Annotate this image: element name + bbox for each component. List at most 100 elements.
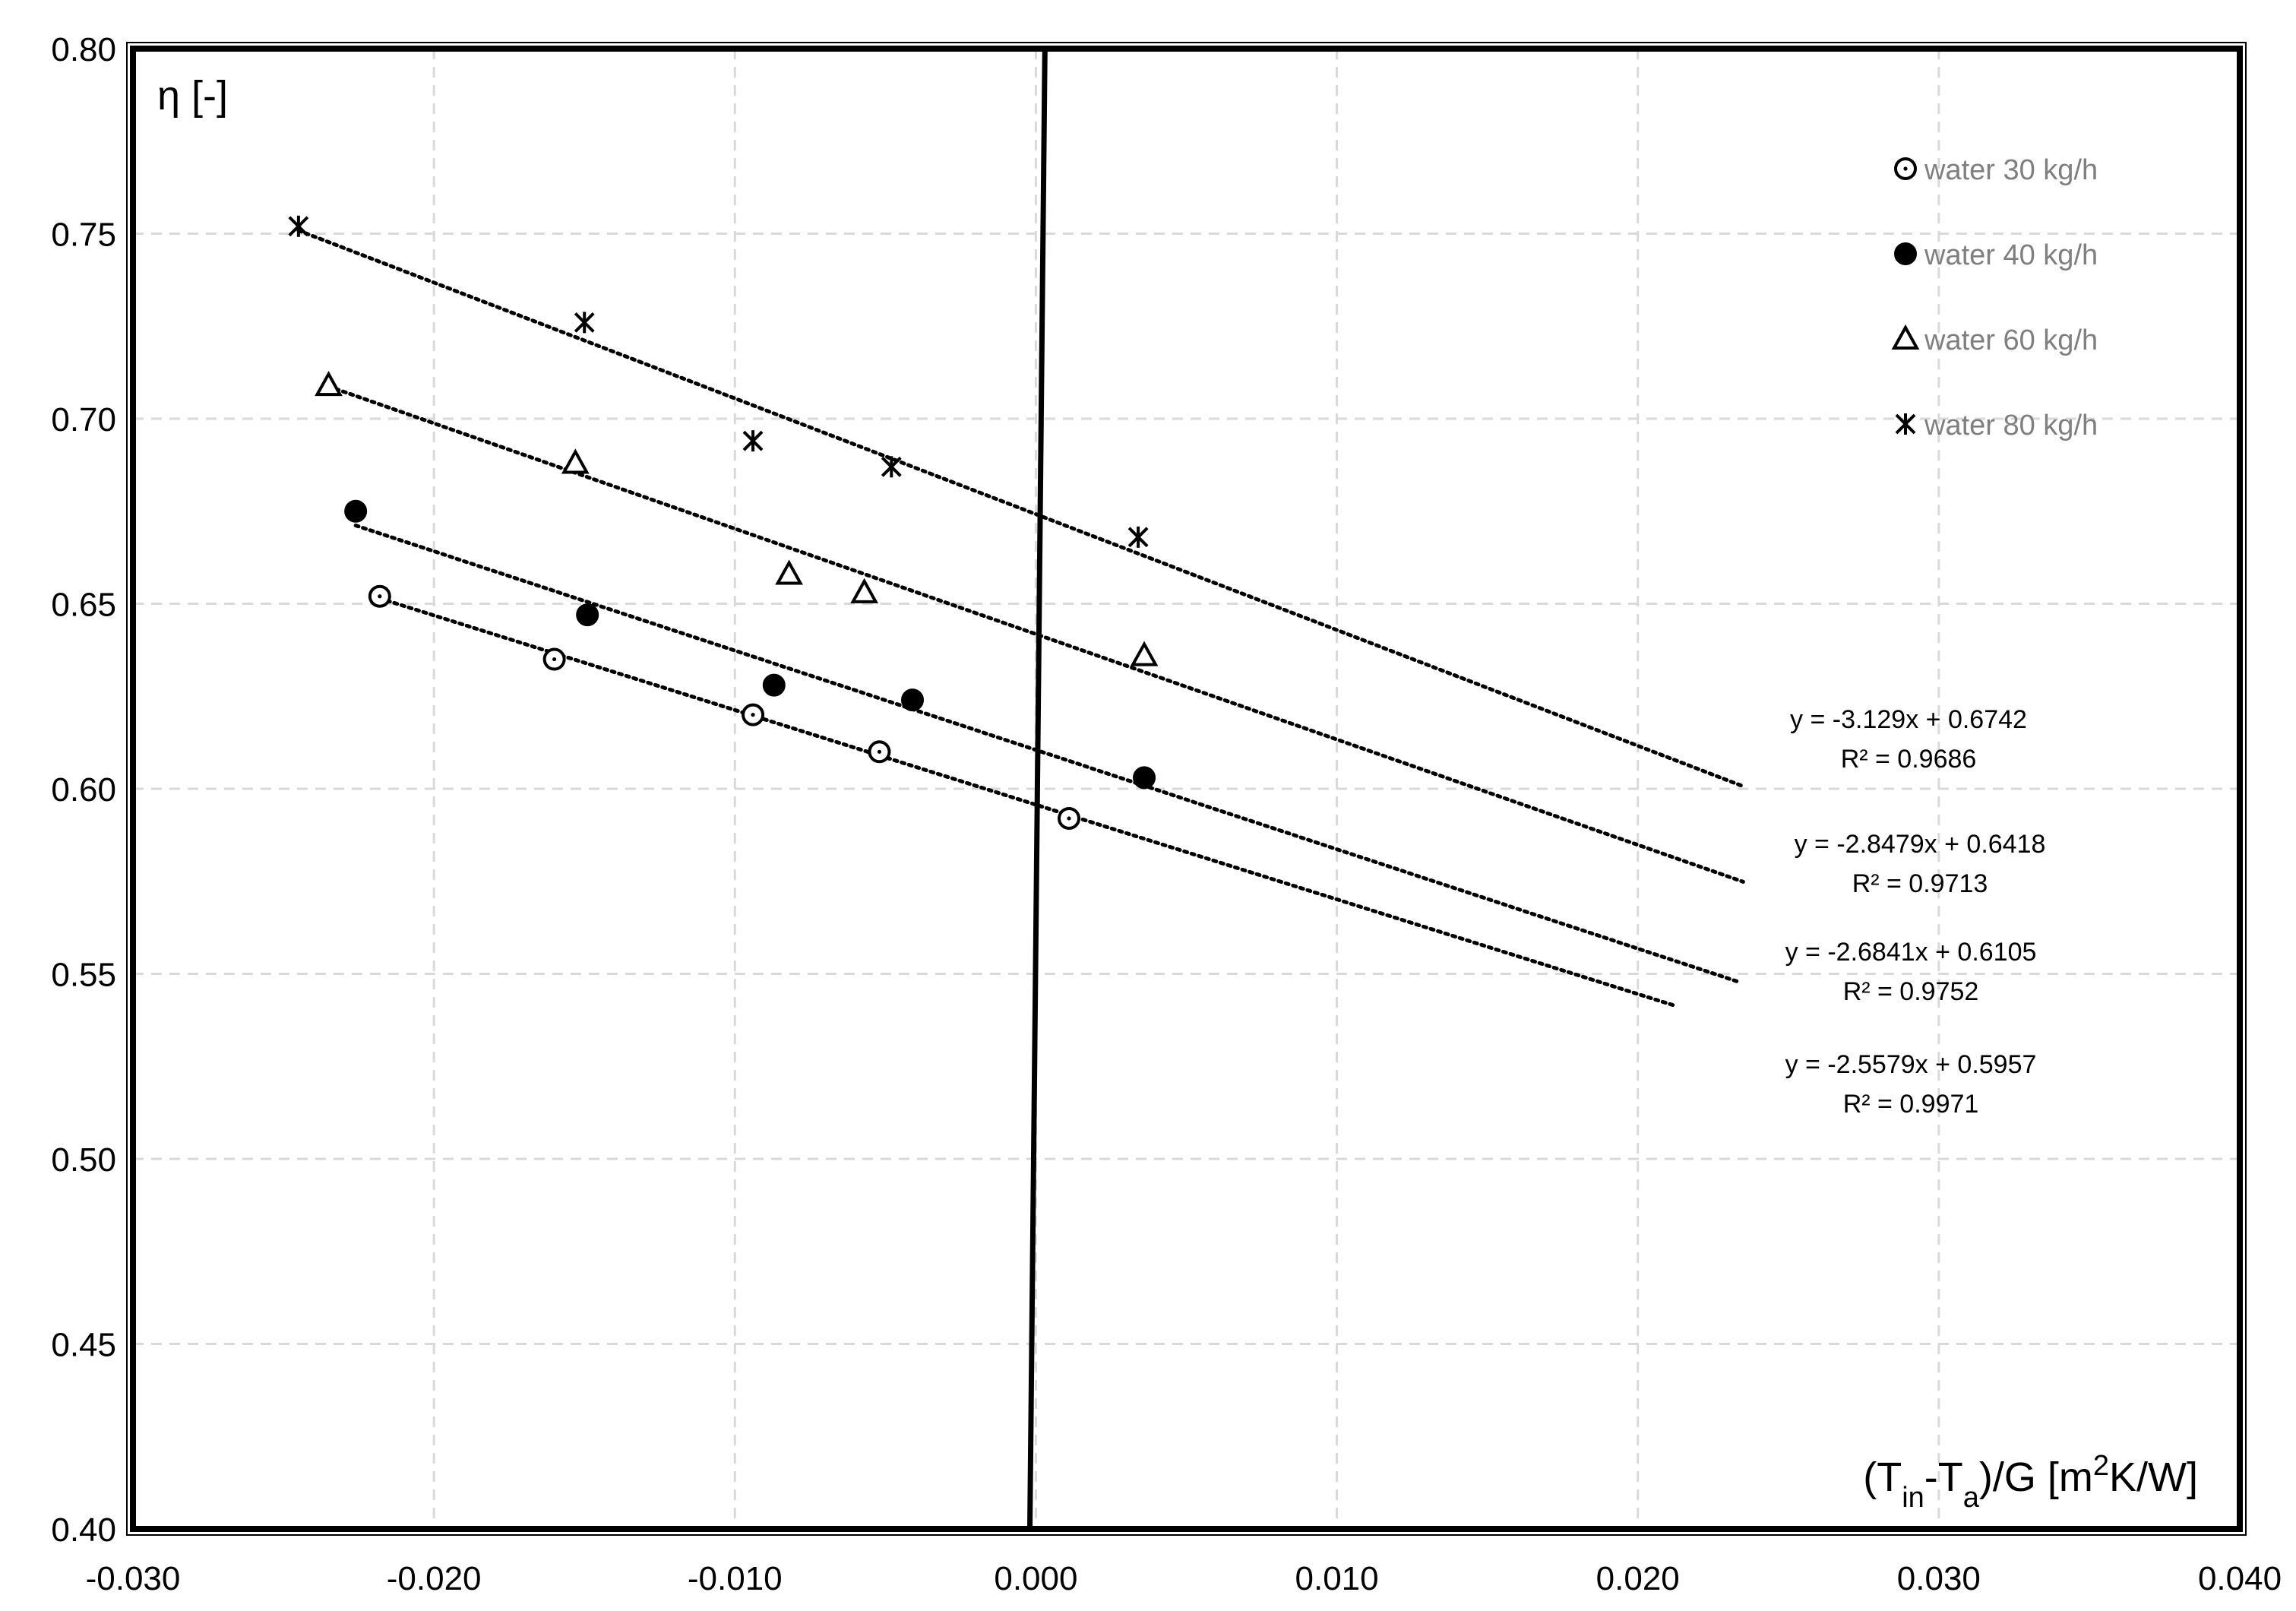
data-point [1058, 806, 1081, 830]
legend-entry: water 30 kg/h [1894, 154, 2098, 186]
data-point [315, 371, 343, 397]
x-tick-label: 0.030 [1897, 1560, 1981, 1597]
equation-label: y = -3.129x + 0.6742 [1790, 705, 2027, 734]
trendline-equation: y = -2.8479x + 0.6418 R² = 0.9713 [1795, 830, 2046, 898]
marker-dot [1903, 166, 1908, 171]
legend-marker [1894, 157, 1917, 180]
y-tick-label: 0.45 [51, 1327, 116, 1364]
marker-triangle [561, 448, 590, 474]
x-axis-title-superscript: 2 [2093, 1450, 2109, 1482]
trendline [296, 228, 1745, 789]
y-tick-label: 0.70 [51, 401, 116, 438]
marker-dot [378, 594, 382, 599]
r-squared-label: R² = 0.9686 [1841, 745, 1977, 774]
y-tick-label: 0.75 [51, 217, 116, 254]
marker-circle [762, 673, 786, 697]
data-point [850, 578, 879, 603]
x-tick-label: -0.010 [688, 1560, 783, 1597]
r-squared-label: R² = 0.9713 [1852, 869, 1988, 898]
marker-dot [877, 749, 882, 754]
plot-frame [130, 46, 2243, 1532]
legend-entry: water 60 kg/h [1891, 324, 2098, 356]
legend-entry: water 40 kg/h [1894, 239, 2098, 271]
legend-entry: water 80 kg/h [1895, 410, 2098, 442]
data-point [742, 430, 764, 452]
equation-label: y = -2.6841x + 0.6105 [1785, 938, 2037, 967]
marker-dot [1067, 816, 1071, 821]
marker-dot [751, 713, 755, 717]
x-tick-label: 0.000 [994, 1560, 1077, 1597]
marker-triangle [850, 578, 879, 603]
data-point [762, 673, 786, 697]
legend-label: water 30 kg/h [1924, 154, 2098, 186]
marker-circle [1133, 766, 1156, 790]
trendline-layer [296, 228, 1745, 1008]
x-axis-title-part: K/W] [2109, 1454, 2198, 1500]
marker-triangle [315, 371, 343, 397]
data-point [775, 559, 803, 585]
data-point [288, 215, 309, 237]
label-layer: η [-] (Tin-Ta)/G [m2K/W] [157, 73, 2198, 1514]
grid-layer [133, 49, 2240, 1529]
legend-label: water 40 kg/h [1924, 239, 2098, 271]
marker-circle [344, 499, 368, 523]
x-axis-title-part: -T [1924, 1454, 1963, 1500]
trendline-equation: y = -3.129x + 0.6742 R² = 0.9686 [1790, 705, 2027, 774]
data-point [742, 703, 765, 726]
equation-label: y = -2.8479x + 0.6418 [1795, 830, 2046, 859]
marker-circle [1894, 242, 1917, 265]
data-point-layer [288, 215, 1159, 830]
marker-triangle [1130, 641, 1159, 666]
data-point [881, 456, 902, 478]
legend-label: water 80 kg/h [1924, 410, 2098, 442]
x-tick-label: -0.030 [86, 1560, 181, 1597]
trendline-equation: y = -2.6841x + 0.6105 R² = 0.9752 [1785, 938, 2037, 1006]
legend-marker [1895, 413, 1916, 435]
y-tick-label: 0.65 [51, 587, 116, 624]
marker-triangle [775, 559, 803, 585]
y-tick-label: 0.55 [51, 957, 116, 994]
x-axis-title-part: )/G [m [1979, 1454, 2093, 1500]
equation-label: y = -2.5579x + 0.5957 [1785, 1050, 2037, 1079]
marker-triangle [1891, 324, 1920, 350]
data-point [901, 688, 925, 712]
data-point [1133, 766, 1156, 790]
r-squared-label: R² = 0.9752 [1843, 977, 1979, 1006]
trendline [378, 596, 1676, 1008]
marker-dot [552, 657, 557, 662]
y-tick-label: 0.50 [51, 1141, 116, 1179]
legend: water 30 kg/h water 40 kg/h water 60 kg/h w… [1891, 154, 2098, 442]
x-axis-title: (Tin-Ta)/G [m2K/W] [1863, 1450, 2198, 1514]
legend-marker [1891, 324, 1920, 350]
x-axis-title-subscript: a [1963, 1482, 1980, 1514]
y-tick-label: 0.40 [51, 1511, 116, 1549]
data-point [576, 603, 599, 627]
x-axis-title-part: (T [1863, 1454, 1902, 1500]
data-point [1127, 526, 1149, 548]
x-tick-label: 0.010 [1295, 1560, 1379, 1597]
axis-layer: -0.030 -0.020 -0.010 0.000 0.010 0.020 0.030 0.… [51, 31, 2282, 1597]
x-tick-label: 0.040 [2198, 1560, 2282, 1597]
data-point [574, 312, 595, 334]
data-point [561, 448, 590, 474]
trendline-equation: y = -2.5579x + 0.5957 R² = 0.9971 [1785, 1050, 2037, 1119]
y-tick-label: 0.80 [51, 31, 116, 68]
y-tick-label: 0.60 [51, 771, 116, 809]
r-squared-label: R² = 0.9971 [1843, 1090, 1979, 1119]
data-point [1130, 641, 1159, 666]
trendline-equations: y = -3.129x + 0.6742 R² = 0.9686 y = -2.84… [1785, 705, 2046, 1119]
zero-axis-line [1027, 48, 1048, 1530]
data-point [868, 740, 891, 764]
x-tick-label: 0.020 [1596, 1560, 1680, 1597]
marker-circle [576, 603, 599, 627]
marker-circle [901, 688, 925, 712]
y-axis-title: η [-] [157, 73, 228, 119]
x-tick-label: -0.020 [387, 1560, 482, 1597]
data-point [368, 584, 391, 608]
trendline [353, 523, 1742, 985]
legend-label: water 60 kg/h [1924, 324, 2098, 356]
plot-frame-outer [126, 42, 2247, 1536]
x-axis-title-subscript: in [1902, 1482, 1924, 1514]
data-point [542, 647, 566, 671]
